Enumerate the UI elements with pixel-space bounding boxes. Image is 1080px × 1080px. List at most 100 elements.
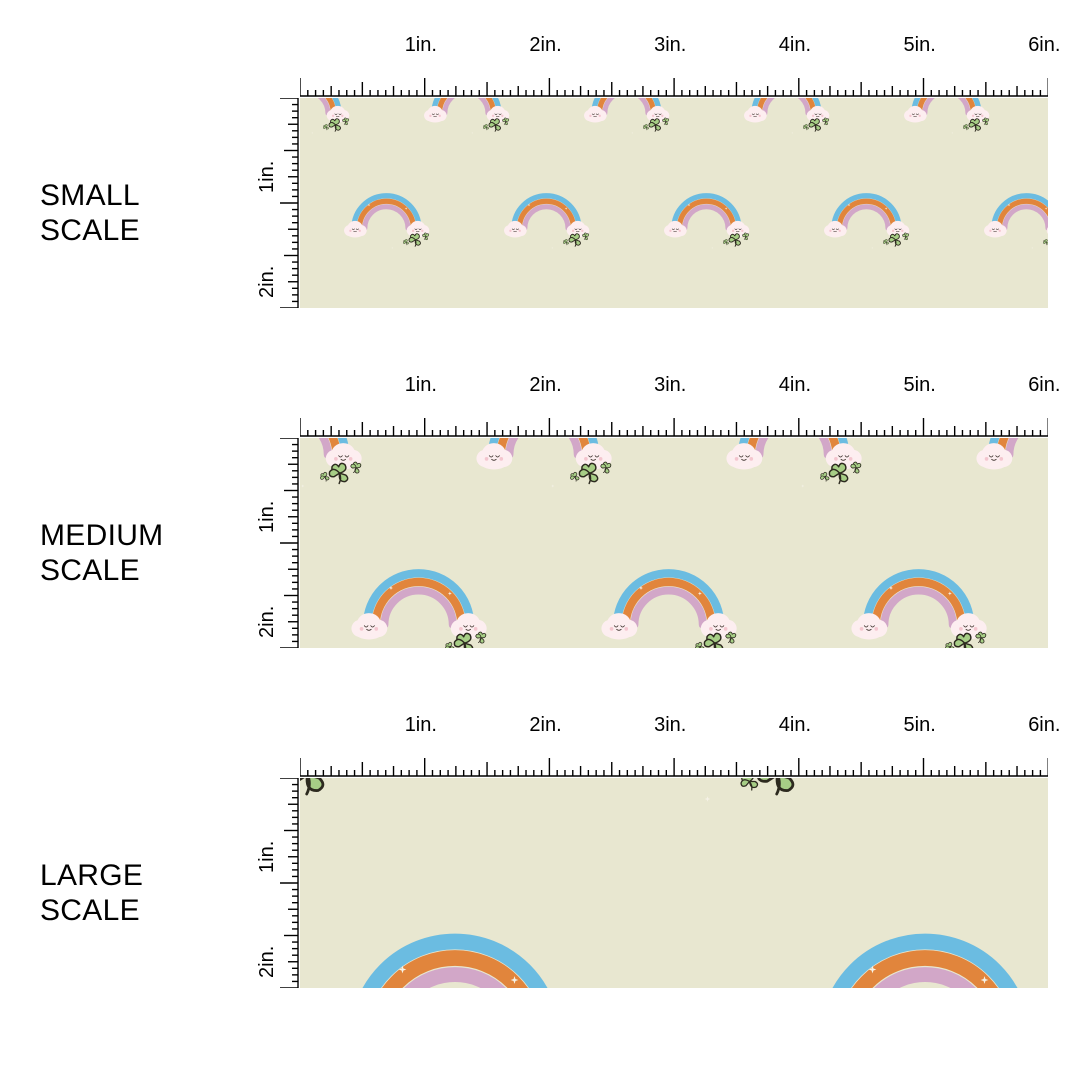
sparkle-icon <box>301 485 304 488</box>
sparkle-icon <box>705 796 711 802</box>
sparkle-icon <box>631 132 633 134</box>
hruler-label-1: 1in. <box>405 34 437 57</box>
vruler-label-2: 2in. <box>256 266 279 298</box>
rainbow-icon <box>827 942 1023 989</box>
rainbow-icon <box>617 573 720 625</box>
sparkle-icon <box>551 247 553 249</box>
sparkle-icon <box>801 485 804 488</box>
hruler-label-4: 4in. <box>779 34 811 57</box>
hruler-label-1: 1in. <box>405 714 437 737</box>
hruler-label-3: 3in. <box>654 34 686 57</box>
hruler-label-6: 6in. <box>1028 714 1060 737</box>
sparkle-icon <box>1031 247 1033 249</box>
clover-icon <box>300 778 326 797</box>
scale-label-line1: SMALL <box>40 179 140 212</box>
clover-icon <box>827 463 850 485</box>
clover-icon <box>967 118 981 132</box>
clover-icon <box>568 471 580 483</box>
clover-icon <box>753 778 796 797</box>
hruler-label-5: 5in. <box>904 714 936 737</box>
hruler-label-5: 5in. <box>904 374 936 397</box>
clover-icon <box>567 233 581 247</box>
section-medium: MEDIUM SCALE 1in. 2in. 3in. 4in. 5in. <box>0 398 1080 656</box>
vruler-label-1: 1in. <box>256 161 279 193</box>
clover-icon <box>482 124 489 131</box>
hruler-label-4: 4in. <box>779 374 811 397</box>
clover-icon <box>1042 239 1048 246</box>
hruler-label-3: 3in. <box>654 374 686 397</box>
hruler-label-2: 2in. <box>529 374 561 397</box>
clover-icon <box>882 239 889 246</box>
scale-label-line2: SCALE <box>40 894 140 927</box>
horizontal-ruler <box>300 738 1048 778</box>
clover-icon <box>642 124 649 131</box>
clover-icon <box>443 641 455 648</box>
clover-icon <box>807 118 821 132</box>
clover-icon <box>318 471 330 483</box>
clover-icon <box>722 239 729 246</box>
pattern-swatch-medium <box>300 438 1048 648</box>
sparkle-icon <box>551 485 554 488</box>
clover-icon <box>327 118 341 132</box>
scale-label-small: SMALL SCALE <box>40 178 140 249</box>
rainbow-icon <box>994 196 1048 228</box>
clover-icon <box>962 124 969 131</box>
clover-icon <box>887 233 901 247</box>
horizontal-ruler <box>300 58 1048 98</box>
rainbow-icon <box>357 942 553 989</box>
clover-icon <box>322 124 329 131</box>
hruler-label-3: 3in. <box>654 714 686 737</box>
pattern-swatch-large <box>300 778 1048 988</box>
section-large: LARGE SCALE 1in. 2in. 3in. 4in. 5in. <box>0 738 1080 996</box>
clover-icon <box>818 471 830 483</box>
hruler-label-2: 2in. <box>529 714 561 737</box>
clover-icon <box>407 233 421 247</box>
hruler-label-4: 4in. <box>779 714 811 737</box>
sparkle-icon <box>791 132 793 134</box>
rainbow-icon <box>514 196 579 228</box>
page-root: SMALL SCALE 1in. 2in. 3in. 4in. 5in. <box>0 0 1080 1080</box>
clover-icon <box>943 641 955 648</box>
hruler-label-6: 6in. <box>1028 34 1060 57</box>
scale-label-line1: MEDIUM <box>40 519 163 552</box>
horizontal-ruler-icon <box>300 398 1048 438</box>
sparkle-icon <box>471 132 473 134</box>
scale-label-large: LARGE SCALE <box>40 858 143 929</box>
clover-icon <box>562 239 569 246</box>
rainbow-icon <box>674 196 739 228</box>
vruler-label-1: 1in. <box>256 841 279 873</box>
scale-label-line2: SCALE <box>40 554 140 587</box>
vruler-label-2: 2in. <box>256 606 279 638</box>
vruler-label-1: 1in. <box>256 501 279 533</box>
vruler-label-2: 2in. <box>256 946 279 978</box>
rainbow-icon <box>354 196 419 228</box>
sparkle-icon <box>311 132 313 134</box>
horizontal-ruler-icon <box>300 738 1048 778</box>
sparkle-icon <box>711 247 713 249</box>
rainbow-icon <box>367 573 470 625</box>
clover-icon <box>727 233 741 247</box>
scale-label-line1: LARGE <box>40 859 143 892</box>
sparkle-icon <box>871 247 873 249</box>
hruler-label-5: 5in. <box>904 34 936 57</box>
scale-label-medium: MEDIUM SCALE <box>40 518 163 589</box>
clover-icon <box>577 463 600 485</box>
hruler-label-6: 6in. <box>1028 374 1060 397</box>
clover-icon <box>737 778 760 794</box>
horizontal-ruler-icon <box>300 58 1048 98</box>
hruler-label-1: 1in. <box>405 374 437 397</box>
sparkle-icon <box>391 247 393 249</box>
clover-icon <box>802 124 809 131</box>
clover-icon <box>647 118 661 132</box>
horizontal-ruler <box>300 398 1048 438</box>
hruler-label-2: 2in. <box>529 34 561 57</box>
sparkle-icon <box>951 132 953 134</box>
pattern-swatch-small <box>300 98 1048 308</box>
rainbow-icon <box>867 573 970 625</box>
clover-icon <box>487 118 501 132</box>
clover-icon <box>693 641 705 648</box>
section-small: SMALL SCALE 1in. 2in. 3in. 4in. 5in. <box>0 58 1080 316</box>
clover-icon <box>327 463 350 485</box>
clover-icon <box>402 239 409 246</box>
rainbow-icon <box>834 196 899 228</box>
